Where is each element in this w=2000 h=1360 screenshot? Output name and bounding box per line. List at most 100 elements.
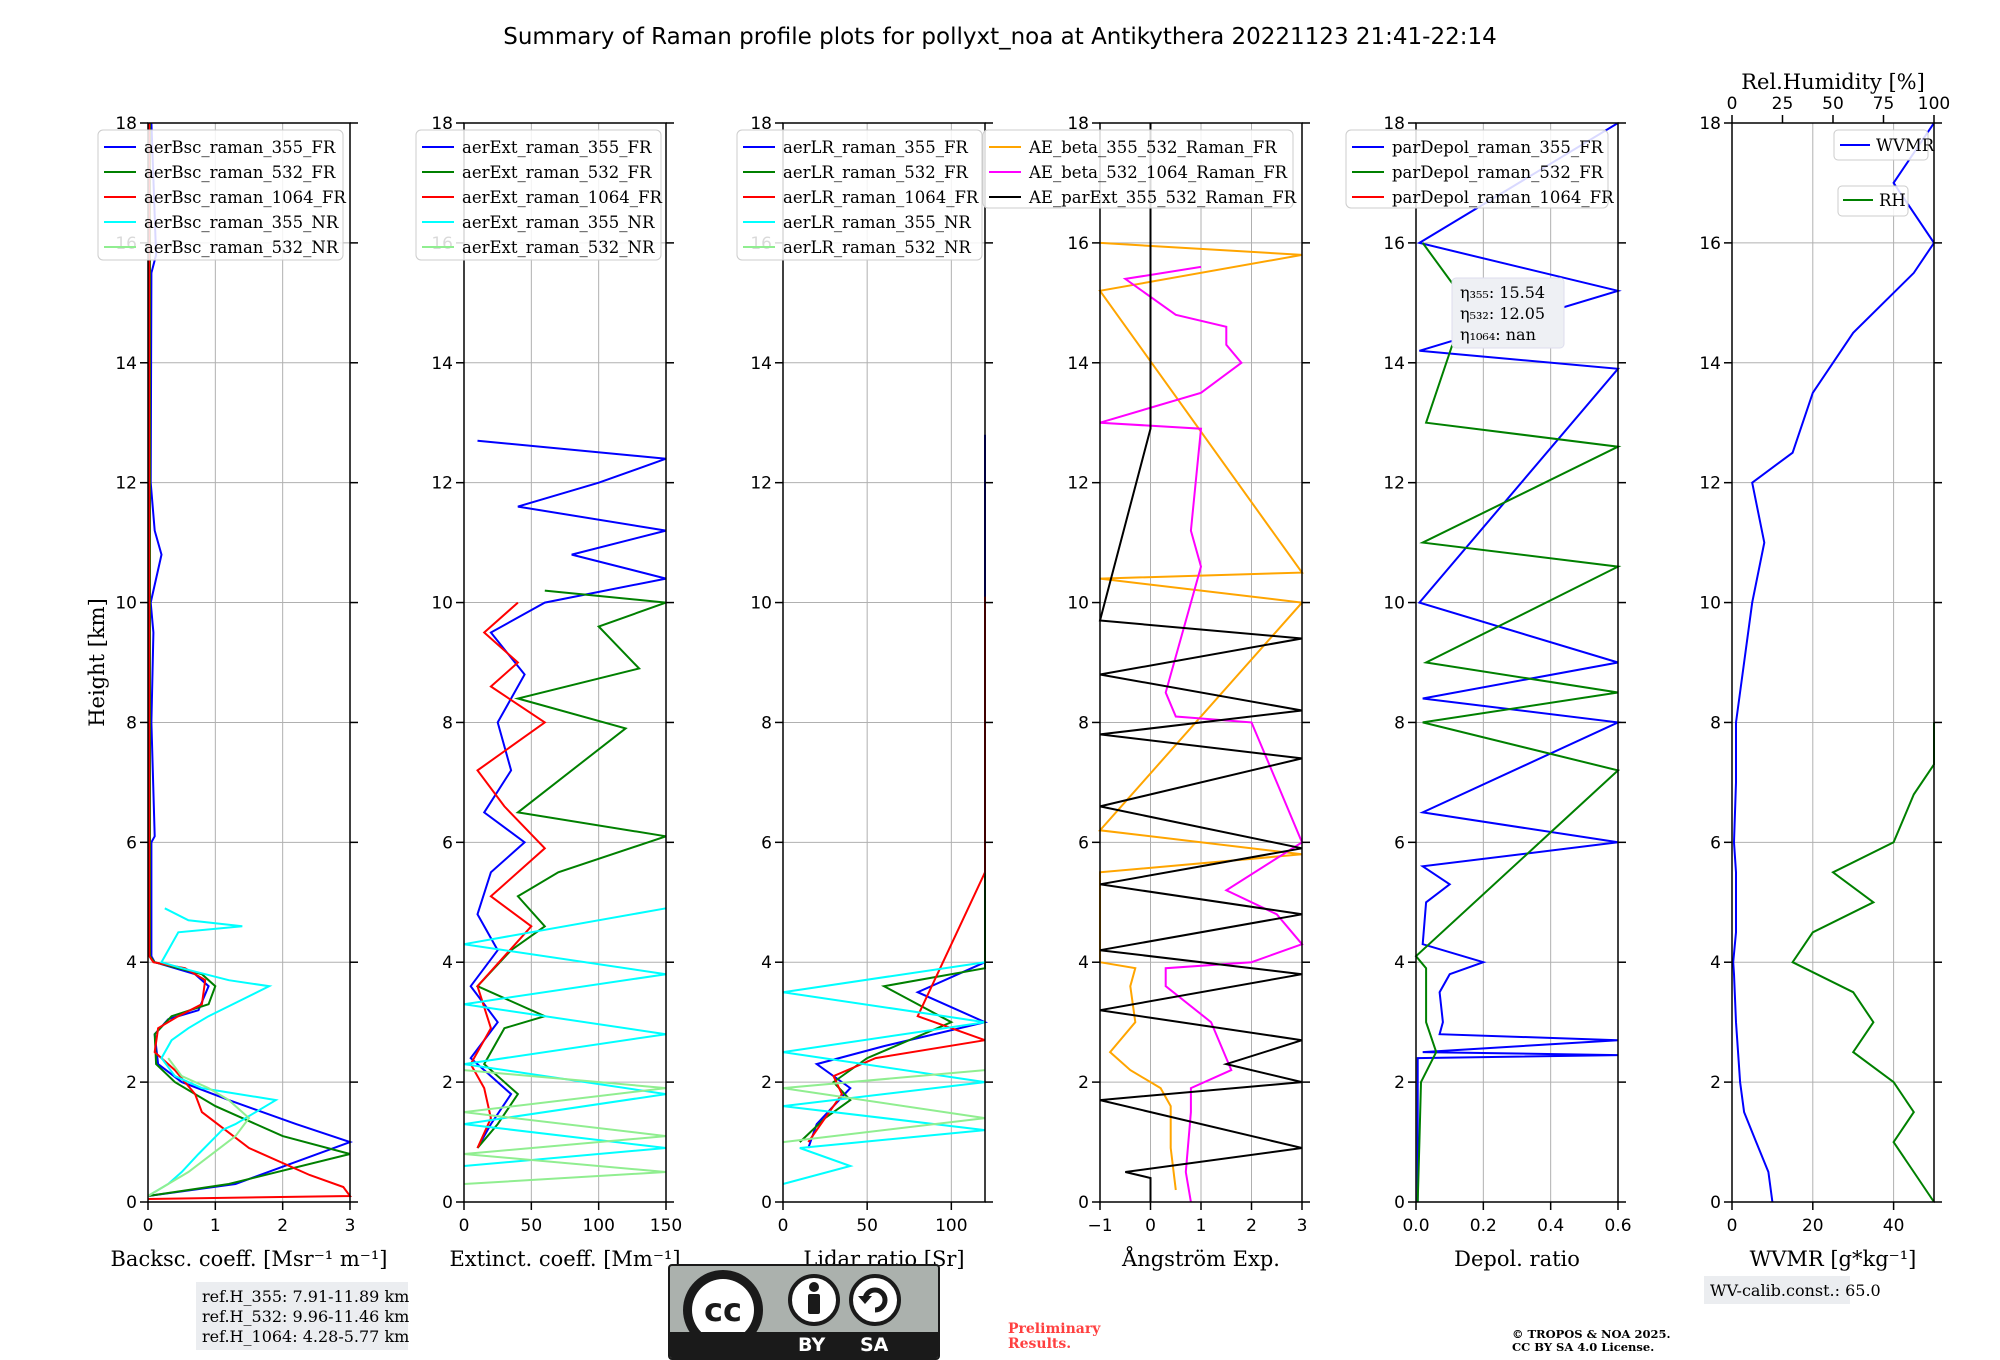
y-tick-label: 4: [126, 953, 137, 973]
series-line-aerLR_raman_532_FR: [799, 692, 986, 1143]
y-tick-label: 2: [442, 1073, 453, 1093]
legend-label: aerExt_raman_532_FR: [462, 163, 652, 182]
y-tick-label: 6: [1394, 833, 1405, 853]
y-tick-label: 14: [750, 354, 772, 374]
legend-box: [415, 129, 662, 261]
x-tick-label: 2: [277, 1216, 288, 1236]
legend-box: [736, 129, 983, 261]
axes-frame: [1415, 122, 1619, 1203]
y-tick-label: 4: [1078, 953, 1089, 973]
x-tick-label: 0.2: [1470, 1216, 1497, 1236]
y-tick-label: 2: [761, 1073, 772, 1093]
panel-5: 0 2 4 6 8 10 12 14 16 18 0.0 0.2 0.4 0.6 Depol. ratio p…: [1345, 114, 1632, 1271]
svg-text:cc: cc: [704, 1291, 742, 1329]
x-tick-label: 0: [1145, 1216, 1156, 1236]
legend-label: aerExt_raman_532_NR: [462, 238, 655, 257]
y-tick-label: 4: [442, 953, 453, 973]
x-tick-label: 0.0: [1402, 1216, 1429, 1236]
y-tick-label: 0: [126, 1193, 137, 1213]
series-line-AE_beta_532_1064_Raman_FR: [1099, 265, 1304, 1203]
series-line-aerLR_raman_532_NR: [782, 1069, 986, 1144]
y-tick-label: 16: [1067, 234, 1089, 254]
legend-label: parDepol_raman_532_FR: [1392, 163, 1604, 182]
legend-label: aerBsc_raman_355_FR: [144, 138, 336, 157]
y-tick-label: 18: [115, 114, 137, 134]
x-tick-label: 0: [143, 1216, 154, 1236]
series-line-AE_parExt_355_532_Raman_FR: [1098, 123, 1303, 1202]
legend-box: [1833, 129, 1929, 161]
axes-frame: [782, 122, 986, 1203]
legend-label: AE_beta_355_532_Raman_FR: [1028, 138, 1277, 157]
legend-label: aerExt_raman_355_FR: [462, 138, 652, 157]
license-sa-label: SA: [860, 1334, 889, 1356]
copyright-text: CC BY SA 4.0 License.: [1512, 1340, 1654, 1354]
x-tick-label: 0: [459, 1216, 470, 1236]
x-tick-label: 40: [1883, 1216, 1905, 1236]
y-tick-label: 18: [1383, 114, 1405, 134]
x-tick-label: 50: [521, 1216, 543, 1236]
y-axis-label: Height [km]: [85, 598, 109, 727]
series-line-aerLR_raman_355_NR: [782, 961, 986, 1185]
y-tick-label: 2: [126, 1073, 137, 1093]
ref-height-box: [196, 1282, 408, 1350]
x-tick-label: 100: [582, 1216, 614, 1236]
legend-label: aerBsc_raman_355_NR: [144, 213, 339, 232]
x-axis-label: Ångström Exp.: [1121, 1246, 1280, 1271]
y-tick-label: 10: [1383, 594, 1405, 614]
depol-annotation-box: [1451, 277, 1565, 349]
y-tick-label: 18: [1699, 114, 1721, 134]
series-line-aerExt_raman_355_FR: [469, 439, 667, 1149]
panel-2: 024681012141618050100150Extinct. coeff. …: [415, 114, 682, 1271]
x2-tick-label: 0: [1727, 94, 1738, 114]
legend-label: aerBsc_raman_532_NR: [144, 238, 339, 257]
preliminary-text: Results.: [1008, 1336, 1071, 1352]
y-tick-label: 10: [750, 594, 772, 614]
series-line-aerExt_raman_532_FR: [475, 589, 667, 1149]
y-tick-label: 6: [761, 833, 772, 853]
ref-height-text: ref.H_1064: 4.28-5.77 km: [202, 1327, 409, 1346]
y-tick-label: 12: [1383, 474, 1405, 494]
y-tick-label: 0: [1394, 1193, 1405, 1213]
panel-3: 024681012141618050100Lidar ratio [Sr]aer…: [736, 114, 993, 1271]
preliminary-text: Preliminary: [1008, 1321, 1101, 1337]
y-tick-label: 18: [431, 114, 453, 134]
legend-label: aerLR_raman_355_FR: [783, 138, 968, 157]
y-tick-label: 8: [1394, 713, 1405, 733]
legend-label: aerLR_raman_532_NR: [783, 238, 971, 257]
legend-label: aerLR_raman_355_NR: [783, 213, 971, 232]
y-tick-label: 10: [115, 594, 137, 614]
legend-label: WVMR: [1876, 136, 1935, 155]
y-tick-label: 18: [1067, 114, 1089, 134]
x-tick-label: 20: [1802, 1216, 1824, 1236]
x-tick-label: 150: [650, 1216, 682, 1236]
panel-6: 0 2 4 6 8 10 12 14 16 18 0 20 40 WVMR [g*kg⁻¹] 0 25 50 75…: [1699, 70, 1950, 1271]
y-tick-label: 14: [1383, 354, 1405, 374]
x-tick-label: 0.6: [1604, 1216, 1631, 1236]
y-tick-label: 14: [1699, 354, 1721, 374]
y-tick-label: 12: [1699, 474, 1721, 494]
depol-annotation-text: η₅₃₂: 12.05: [1460, 304, 1545, 323]
y-tick-label: 8: [126, 713, 137, 733]
y-tick-label: 12: [1067, 474, 1089, 494]
axes-frame: [463, 122, 667, 1203]
x-tick-label: 3: [345, 1216, 356, 1236]
series-line-aerBsc_raman_355_NR: [147, 907, 279, 1197]
y-tick-label: 4: [1710, 953, 1721, 973]
x2-tick-label: 25: [1772, 94, 1794, 114]
x-axis-label: Extinct. coeff. [Mm⁻¹]: [449, 1247, 680, 1271]
copyright-text: © TROPOS & NOA 2025.: [1512, 1327, 1670, 1341]
y-tick-label: 6: [1078, 833, 1089, 853]
wv-calib-box: [1704, 1276, 1850, 1304]
legend-label: aerLR_raman_532_FR: [783, 163, 968, 182]
x-axis-label: WVMR [g*kg⁻¹]: [1750, 1247, 1917, 1271]
series-line-aerBsc_raman_532_NR: [147, 1057, 251, 1197]
x-tick-label: 2: [1246, 1216, 1257, 1236]
y-tick-label: 12: [115, 474, 137, 494]
x2-tick-label: 50: [1822, 94, 1844, 114]
legend-label: RH: [1879, 191, 1906, 210]
y-tick-label: 12: [431, 474, 453, 494]
series-line-WVMR: [1732, 122, 1936, 1203]
x-tick-label: 0: [1727, 1216, 1738, 1236]
x-tick-label: 0.4: [1537, 1216, 1564, 1236]
y-tick-label: 8: [761, 713, 772, 733]
